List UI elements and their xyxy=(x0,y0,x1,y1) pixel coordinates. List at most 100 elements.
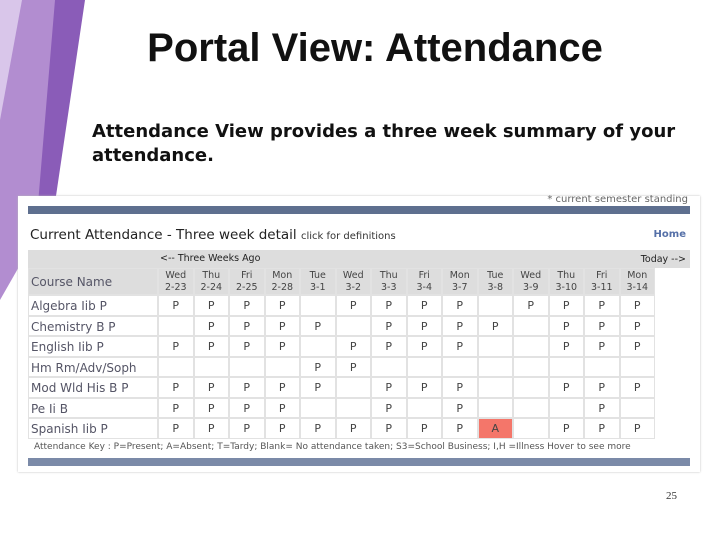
attendance-cell: P xyxy=(371,336,407,357)
attendance-cell: P xyxy=(619,377,655,398)
attendance-cell: P xyxy=(371,315,407,336)
attendance-cell: P xyxy=(584,315,620,336)
course-name: Pe Ii B xyxy=(28,397,158,418)
date-header: Thu 3-3 xyxy=(371,268,407,295)
attendance-cell: P xyxy=(584,397,620,418)
attendance-cell: P xyxy=(442,397,478,418)
nav-back[interactable]: <-- Three Weeks Ago xyxy=(160,253,261,264)
course-name: Mod Wld His B P xyxy=(28,377,158,398)
attendance-cell xyxy=(548,356,584,377)
home-link[interactable]: Home xyxy=(653,229,686,240)
date-header-date: 3-7 xyxy=(451,282,468,293)
course-name: English Iib P xyxy=(28,336,158,357)
attendance-cell: P xyxy=(158,336,194,357)
date-header-day: Fri xyxy=(418,270,430,281)
date-header-date: 3-9 xyxy=(522,282,539,293)
course-name: Algebra Iib P xyxy=(28,295,158,316)
date-header: Fri 2-25 xyxy=(229,268,265,295)
attendance-cell: P xyxy=(371,295,407,316)
date-header-date: 2-28 xyxy=(271,282,294,293)
date-header-day: Thu xyxy=(557,270,576,281)
date-header-day: Mon xyxy=(449,270,470,281)
attendance-cell: P xyxy=(584,377,620,398)
panel-heading: Current Attendance - Three week detail xyxy=(30,227,297,243)
attendance-cell: P xyxy=(300,356,336,377)
definitions-link[interactable]: click for definitions xyxy=(300,231,396,242)
date-header: Mon 3-14 xyxy=(619,268,655,295)
attendance-cell: A xyxy=(477,418,513,439)
date-header-day: Wed xyxy=(165,270,187,281)
attendance-cell: P xyxy=(548,315,584,336)
attendance-cell: P xyxy=(371,397,407,418)
attendance-cell xyxy=(584,356,620,377)
attendance-cell: P xyxy=(264,377,300,398)
date-header-date: 3-1 xyxy=(309,282,326,293)
screenshot: * current semester standing Current Atte… xyxy=(18,194,700,472)
date-header: Mon 3-7 xyxy=(442,268,478,295)
date-header-date: 3-2 xyxy=(345,282,362,293)
date-header: Wed 3-2 xyxy=(335,268,371,295)
panel-title: Current Attendance - Three week detail c… xyxy=(30,227,396,243)
attendance-cell xyxy=(335,397,371,418)
attendance-cell: P xyxy=(193,315,229,336)
attendance-cell: P xyxy=(442,336,478,357)
attendance-cell: P xyxy=(193,397,229,418)
attendance-cell xyxy=(619,397,655,418)
date-header: Tue 3-1 xyxy=(300,268,336,295)
attendance-cell: P xyxy=(619,418,655,439)
attendance-cell: P xyxy=(406,418,442,439)
attendance-cell: P xyxy=(193,377,229,398)
attendance-cell xyxy=(513,418,549,439)
attendance-cell: P xyxy=(193,418,229,439)
attendance-cell xyxy=(513,356,549,377)
attendance-cell: P xyxy=(442,377,478,398)
date-header-date: 2-24 xyxy=(200,282,223,293)
attendance-cell: P xyxy=(619,336,655,357)
attendance-cell: P xyxy=(300,418,336,439)
attendance-cell: P xyxy=(264,336,300,357)
date-header-day: Thu xyxy=(379,270,398,281)
top-bar xyxy=(28,206,690,214)
attendance-cell: P xyxy=(229,418,265,439)
attendance-cell: P xyxy=(300,377,336,398)
attendance-cell: P xyxy=(158,397,194,418)
attendance-cell: P xyxy=(193,295,229,316)
attendance-cell: P xyxy=(264,295,300,316)
attendance-cell xyxy=(371,356,407,377)
attendance-cell xyxy=(442,356,478,377)
attendance-cell xyxy=(158,315,194,336)
attendance-cell: P xyxy=(548,295,584,316)
date-header-date: 3-14 xyxy=(626,282,649,293)
attendance-cell xyxy=(335,315,371,336)
attendance-cell xyxy=(477,356,513,377)
date-header-day: Fri xyxy=(241,270,253,281)
attendance-cell xyxy=(513,336,549,357)
slide-subtitle: Attendance View provides a three week su… xyxy=(92,121,676,166)
attendance-cell xyxy=(229,356,265,377)
attendance-cell: P xyxy=(229,315,265,336)
attendance-cell: P xyxy=(406,295,442,316)
date-header-day: Tue xyxy=(309,270,326,281)
attendance-cell: P xyxy=(264,315,300,336)
attendance-cell: P xyxy=(193,336,229,357)
attendance-cell: P xyxy=(371,418,407,439)
date-header-day: Wed xyxy=(520,270,542,281)
course-name: Spanish Iib P xyxy=(28,418,158,439)
attendance-cell xyxy=(477,295,513,316)
bottom-bar xyxy=(28,458,690,466)
attendance-cell: P xyxy=(406,377,442,398)
attendance-cell: P xyxy=(406,336,442,357)
date-header-date: 3-4 xyxy=(416,282,433,293)
course-name: Chemistry B P xyxy=(28,315,158,336)
date-header: Tue 3-8 xyxy=(477,268,513,295)
date-header-day: Wed xyxy=(342,270,364,281)
slide-title: Portal View: Attendance xyxy=(147,26,603,70)
attendance-cell xyxy=(548,397,584,418)
date-header: Fri 3-4 xyxy=(406,268,442,295)
attendance-cell: P xyxy=(548,418,584,439)
column-header: Course Name xyxy=(28,268,158,295)
date-header-date: 2-23 xyxy=(164,282,187,293)
nav-today[interactable]: Today --> xyxy=(640,254,686,265)
attendance-cell: P xyxy=(229,397,265,418)
